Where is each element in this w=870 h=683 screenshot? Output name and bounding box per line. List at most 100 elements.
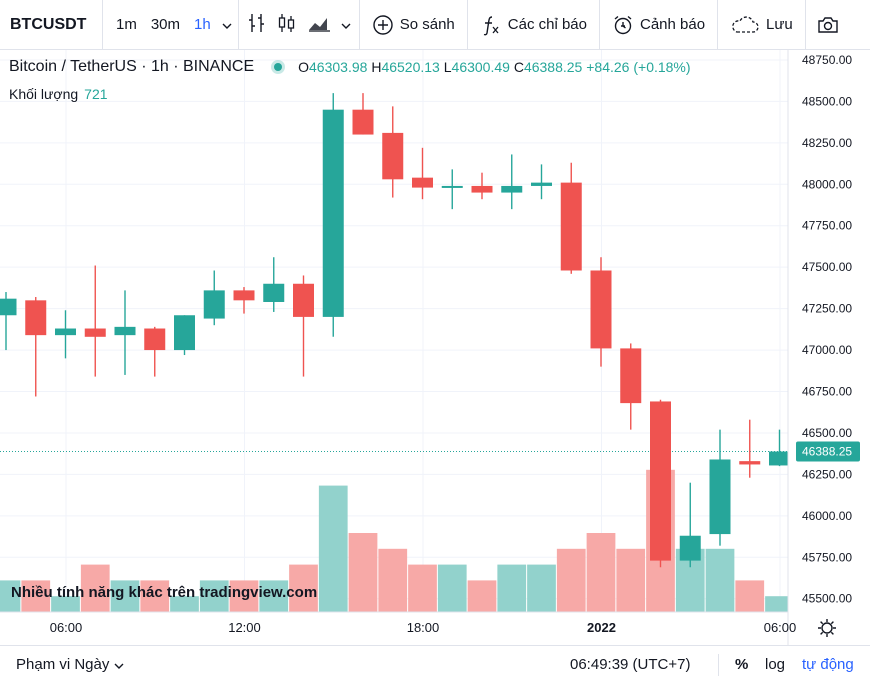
candle-body [174, 315, 195, 351]
candle-body [531, 182, 552, 186]
interval-30m[interactable]: 30m [150, 16, 181, 33]
ohlc-values: O46303.98 H46520.13 L46300.49 C46388.25 … [298, 59, 690, 75]
candle-body [769, 451, 790, 466]
candle-body [144, 328, 166, 351]
toolbar-divider [598, 0, 600, 50]
interval-1m[interactable]: 1m [116, 16, 137, 33]
candle-body [55, 328, 76, 336]
time-tick-label: 06:00 [50, 620, 83, 635]
chart-legend: Bitcoin / TetherUS · 1h · BINANCE O46303… [9, 58, 691, 76]
time-axis-labels: 06:00 12:00 18:00 2022 06:00 [50, 620, 797, 635]
candle-body [203, 290, 225, 319]
price-scale[interactable] [788, 50, 870, 612]
candle-body [679, 535, 701, 561]
volume-bar [21, 580, 51, 612]
interval-1h[interactable]: 1h [194, 16, 211, 33]
candles [0, 93, 790, 568]
price-tick-label: 47250.00 [802, 302, 852, 316]
last-price-label: 46388.25 [796, 441, 860, 462]
volume-bar [616, 548, 646, 612]
candle-body [382, 132, 404, 180]
price-tick-label: 47750.00 [802, 219, 852, 233]
toolbar-divider [466, 0, 468, 50]
candle-body [739, 461, 761, 465]
chevron-down-icon [114, 663, 124, 669]
candle-body [322, 109, 344, 317]
candle-body [412, 177, 433, 188]
price-tick-label: 48750.00 [802, 53, 852, 67]
time-tick-label: 06:00 [764, 620, 797, 635]
price-chart[interactable]: 48750.00 48500.00 48250.00 48000.00 47750.00… [0, 50, 870, 645]
time-tick-label: 2022 [587, 620, 616, 635]
volume-bar [378, 548, 408, 612]
price-tick-label: 46250.00 [802, 467, 852, 481]
time-zone-clock[interactable]: 06:49:39 (UTC+7) [570, 656, 691, 673]
last-price-value: 46388.25 [802, 444, 852, 458]
bottom-bar: Phạm vi Ngày 06:49:39 (UTC+7) % log tự đ… [0, 645, 870, 683]
interval-dropdown-icon[interactable] [218, 18, 238, 32]
candles-style-icon[interactable] [277, 12, 297, 38]
toolbar-divider [102, 0, 103, 50]
volume-label: Khối lượng [9, 86, 79, 102]
auto-scale-toggle[interactable]: tự động [802, 656, 854, 673]
volume-bar [51, 596, 80, 612]
high-value: 46520.13 [381, 59, 440, 75]
alarm-clock-icon [614, 15, 632, 34]
candle-body [709, 459, 731, 535]
volume-value: 721 [84, 86, 108, 102]
candle-body [114, 326, 136, 336]
bottom-divider [718, 654, 719, 676]
save-button[interactable]: Lưu [718, 0, 805, 50]
candle-body [84, 328, 106, 337]
candle-body [233, 290, 255, 301]
log-scale-toggle[interactable]: log [765, 656, 786, 673]
volume-bar [318, 485, 348, 612]
candle-body [560, 182, 582, 271]
volume-bar [229, 580, 259, 612]
volume-bar [259, 580, 289, 612]
area-style-icon[interactable] [307, 13, 331, 37]
candle-body [441, 185, 463, 188]
change-value: +84.26 (+0.18%) [586, 59, 691, 75]
price-tick-label: 45500.00 [802, 592, 852, 606]
volume-bar [348, 533, 378, 612]
volume-bar [467, 580, 497, 612]
compare-label: So sánh [399, 16, 455, 33]
percent-scale-toggle[interactable]: % [735, 656, 749, 673]
volume-bar [170, 596, 199, 612]
volume-bar [0, 580, 21, 612]
open-key: O [298, 59, 310, 75]
price-axis-labels: 48750.00 48500.00 48250.00 48000.00 47750.00… [802, 53, 852, 606]
volume-bar [437, 564, 467, 612]
screenshot-button[interactable] [806, 0, 850, 50]
symbol-search[interactable]: BTCUSDT [10, 15, 87, 33]
bars-style-icon[interactable] [247, 12, 267, 38]
tradingview-watermark-link[interactable]: Nhiều tính năng khác trên tradingview.co… [11, 584, 318, 601]
volume-bar [556, 548, 586, 612]
alert-button[interactable]: Cảnh báo [600, 0, 717, 50]
price-tick-label: 45750.00 [802, 550, 852, 564]
price-tick-label: 47000.00 [802, 343, 852, 357]
price-tick-label: 47500.00 [802, 260, 852, 274]
low-key: L [443, 59, 452, 75]
function-icon [483, 15, 499, 35]
close-value: 46388.25 [523, 59, 583, 75]
volume-bar [586, 533, 616, 612]
price-tick-label: 46750.00 [802, 385, 852, 399]
price-tick-label: 48250.00 [802, 136, 852, 150]
date-range-button[interactable]: Phạm vi Ngày [16, 656, 124, 673]
volume-bar [735, 580, 765, 612]
volume-bar [497, 564, 527, 612]
chart-settings-icon[interactable] [818, 619, 836, 637]
volume-bar [289, 564, 318, 612]
volume-bar [408, 564, 437, 612]
toolbar-divider [358, 0, 360, 50]
toolbar-divider [717, 0, 719, 50]
compare-button[interactable]: So sánh [360, 0, 467, 50]
chart-style-dropdown-icon[interactable] [341, 16, 351, 33]
open-value: 46303.98 [309, 59, 368, 75]
candle-body [620, 348, 642, 404]
candle-body [471, 185, 493, 193]
indicators-button[interactable]: Các chỉ báo [468, 0, 599, 50]
price-tick-label: 46500.00 [802, 426, 852, 440]
